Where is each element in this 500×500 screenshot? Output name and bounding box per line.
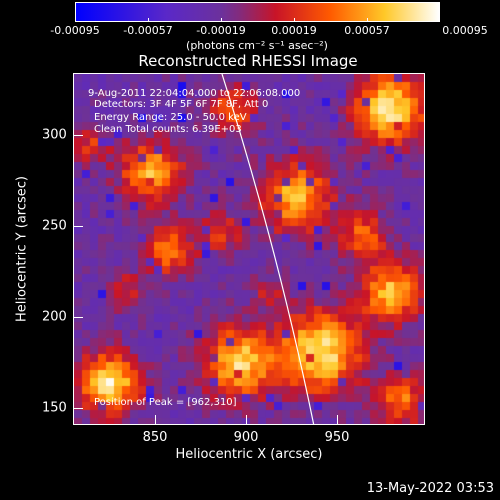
y-tick bbox=[73, 226, 83, 227]
y-tick bbox=[73, 317, 83, 318]
colorbar bbox=[75, 2, 440, 22]
detectors-text: Detectors: 3F 4F 5F 6F 7F 8F, Att 0 bbox=[94, 99, 269, 110]
colorbar-tick bbox=[367, 18, 368, 22]
colorbar-tick-label: -0.00019 bbox=[196, 24, 246, 37]
rhessi-image-plot: 9-Aug-2011 22:04:04.000 to 22:06:08.000 … bbox=[73, 73, 425, 425]
colorbar-tick-label: 0.00095 bbox=[442, 24, 488, 37]
colorbar-tick bbox=[294, 18, 295, 22]
x-tick-label: 900 bbox=[233, 430, 259, 445]
y-tick-label: 300 bbox=[42, 127, 67, 143]
y-axis-label: Heliocentric Y (arcsec) bbox=[14, 176, 30, 322]
y-tick-label: 150 bbox=[42, 400, 67, 416]
limb-overlay bbox=[221, 74, 315, 424]
colorbar-tick-label: 0.00057 bbox=[344, 24, 390, 37]
x-tick bbox=[155, 415, 156, 425]
x-tick bbox=[246, 415, 247, 425]
time-range-text: 9-Aug-2011 22:04:04.000 to 22:06:08.000 bbox=[88, 88, 301, 99]
colorbar-tick bbox=[148, 18, 149, 22]
colorbar-tick-label: -0.00095 bbox=[50, 24, 100, 37]
peak-position-text: Position of Peak = [962,310] bbox=[94, 397, 237, 408]
colorbar-tick bbox=[439, 18, 440, 22]
y-tick bbox=[73, 408, 83, 409]
y-tick-label: 250 bbox=[42, 218, 67, 234]
datestamp: 13-May-2022 03:53 bbox=[366, 481, 494, 496]
solar-limb-line bbox=[221, 74, 315, 424]
x-axis-label: Heliocentric X (arcsec) bbox=[175, 447, 323, 462]
y-tick-label: 200 bbox=[42, 309, 67, 325]
colorbar-tick-label: -0.00057 bbox=[123, 24, 173, 37]
x-tick-label: 850 bbox=[142, 430, 168, 445]
colorbar-tick bbox=[221, 18, 222, 22]
x-tick bbox=[337, 415, 338, 425]
x-tick-label: 950 bbox=[324, 430, 350, 445]
counts-text: Clean Total counts: 6.39E+03 bbox=[94, 124, 242, 135]
intensity-map bbox=[74, 74, 424, 424]
colorbar-tick bbox=[75, 18, 76, 22]
colorbar-units: (photons cm⁻² s⁻¹ asec⁻²) bbox=[186, 39, 328, 52]
energy-range-text: Energy Range: 25.0 - 50.0 keV bbox=[94, 112, 247, 123]
plot-title: Reconstructed RHESSI Image bbox=[138, 52, 358, 70]
y-tick bbox=[73, 135, 83, 136]
colorbar-tick-label: 0.00019 bbox=[271, 24, 317, 37]
